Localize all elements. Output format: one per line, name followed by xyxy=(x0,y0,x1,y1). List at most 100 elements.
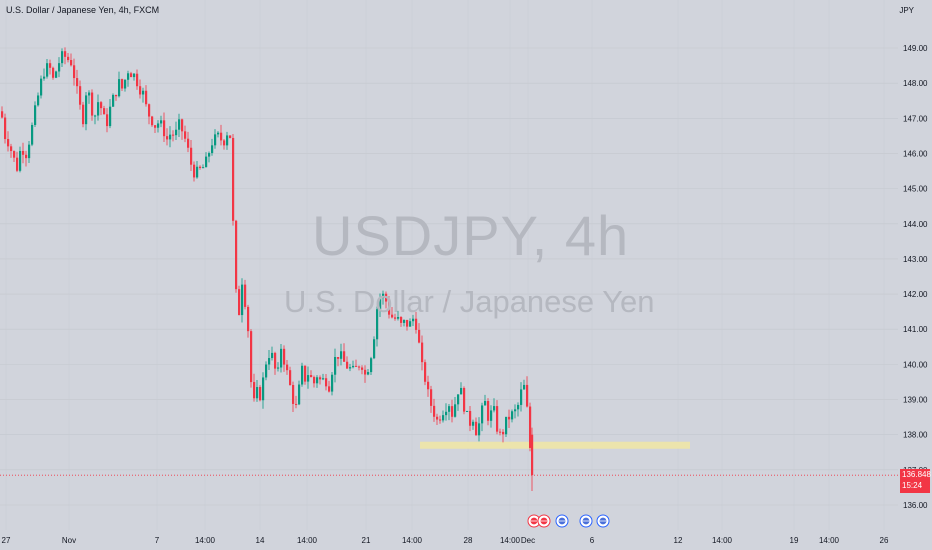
candle xyxy=(430,385,433,413)
candle xyxy=(472,419,475,430)
candle xyxy=(229,135,232,139)
candle xyxy=(493,398,496,413)
candle xyxy=(25,150,28,167)
price-tick-label: 141.00 xyxy=(903,325,928,334)
price-tick-label: 139.00 xyxy=(903,396,928,405)
candle xyxy=(145,85,148,107)
candle xyxy=(196,160,199,179)
candle xyxy=(103,105,106,115)
event-flag-icon[interactable] xyxy=(537,514,551,528)
candle xyxy=(313,375,316,388)
candle xyxy=(259,385,262,402)
candle xyxy=(13,150,16,163)
candle xyxy=(394,313,397,321)
candle xyxy=(367,368,370,376)
candle xyxy=(403,319,406,327)
candle xyxy=(463,386,466,415)
candle xyxy=(55,70,58,79)
candle xyxy=(241,278,244,323)
candle xyxy=(484,394,487,406)
candle xyxy=(10,143,13,158)
candle xyxy=(427,375,430,397)
candle xyxy=(238,285,241,316)
candle xyxy=(118,71,121,98)
candle xyxy=(178,113,181,138)
time-tick-label: 14:00 xyxy=(402,536,423,545)
candle xyxy=(424,359,427,386)
candle xyxy=(133,72,136,81)
watermark-name: U.S. Dollar / Japanese Yen xyxy=(284,284,655,319)
time-tick-label: 14:00 xyxy=(297,536,318,545)
candle xyxy=(232,133,235,226)
candle xyxy=(169,126,172,148)
time-tick-label: 14:00 xyxy=(712,536,733,545)
candle xyxy=(73,58,76,86)
economic-events[interactable] xyxy=(527,514,610,528)
candle xyxy=(292,381,295,413)
time-tick-label: 7 xyxy=(155,536,160,545)
event-flag-icon[interactable] xyxy=(596,514,610,528)
time-tick-label: 21 xyxy=(362,536,371,545)
candle xyxy=(466,410,469,412)
time-tick-label: 14:00 xyxy=(195,536,216,545)
candle xyxy=(94,114,97,125)
candle xyxy=(214,129,217,149)
price-tick-label: 144.00 xyxy=(903,220,928,229)
price-tick-label: 142.00 xyxy=(903,290,928,299)
candle xyxy=(496,400,499,435)
candle xyxy=(382,290,385,305)
time-tick-label: 26 xyxy=(880,536,889,545)
candle xyxy=(226,131,229,150)
candle xyxy=(391,307,394,319)
candle xyxy=(517,402,520,417)
candle xyxy=(91,89,94,121)
candle xyxy=(289,366,292,386)
price-tick-label: 149.00 xyxy=(903,44,928,53)
candle xyxy=(307,366,310,389)
candle xyxy=(355,359,358,367)
price-tick-label: 146.00 xyxy=(903,149,928,158)
candle xyxy=(262,372,265,409)
candle xyxy=(106,108,109,133)
candle xyxy=(49,59,52,75)
candle xyxy=(256,379,259,402)
candle xyxy=(412,314,415,327)
axis-currency-label: JPY xyxy=(899,6,914,15)
candle xyxy=(442,410,445,423)
event-flag-icon[interactable] xyxy=(555,514,569,528)
candle xyxy=(157,120,160,133)
candle xyxy=(325,373,328,391)
candle xyxy=(244,279,247,310)
event-flag-icon[interactable] xyxy=(527,514,541,528)
support-zone[interactable] xyxy=(420,441,690,449)
candle xyxy=(418,323,421,344)
candle xyxy=(82,101,85,128)
time-tick-label: 14:00 xyxy=(819,536,840,545)
candle xyxy=(61,48,64,67)
candle xyxy=(529,402,532,452)
candle xyxy=(115,94,118,101)
candle xyxy=(211,138,214,156)
candle xyxy=(187,131,190,153)
candle xyxy=(439,415,442,424)
candle xyxy=(475,417,478,436)
candle xyxy=(457,394,460,411)
candle xyxy=(352,360,355,369)
candle xyxy=(469,406,472,432)
time-tick-label: 19 xyxy=(790,536,799,545)
time-tick-label: 14:00 xyxy=(500,536,521,545)
candle xyxy=(76,69,79,94)
candle xyxy=(451,399,454,423)
candle xyxy=(220,124,223,146)
candle xyxy=(385,291,388,309)
candle xyxy=(454,396,457,418)
event-flag-icon[interactable] xyxy=(579,514,593,528)
candle xyxy=(172,130,175,142)
time-tick-label: 27 xyxy=(2,536,11,545)
candle xyxy=(301,362,304,387)
candle xyxy=(70,53,73,67)
candle xyxy=(310,370,313,378)
candle xyxy=(346,356,349,370)
candle xyxy=(124,79,127,92)
